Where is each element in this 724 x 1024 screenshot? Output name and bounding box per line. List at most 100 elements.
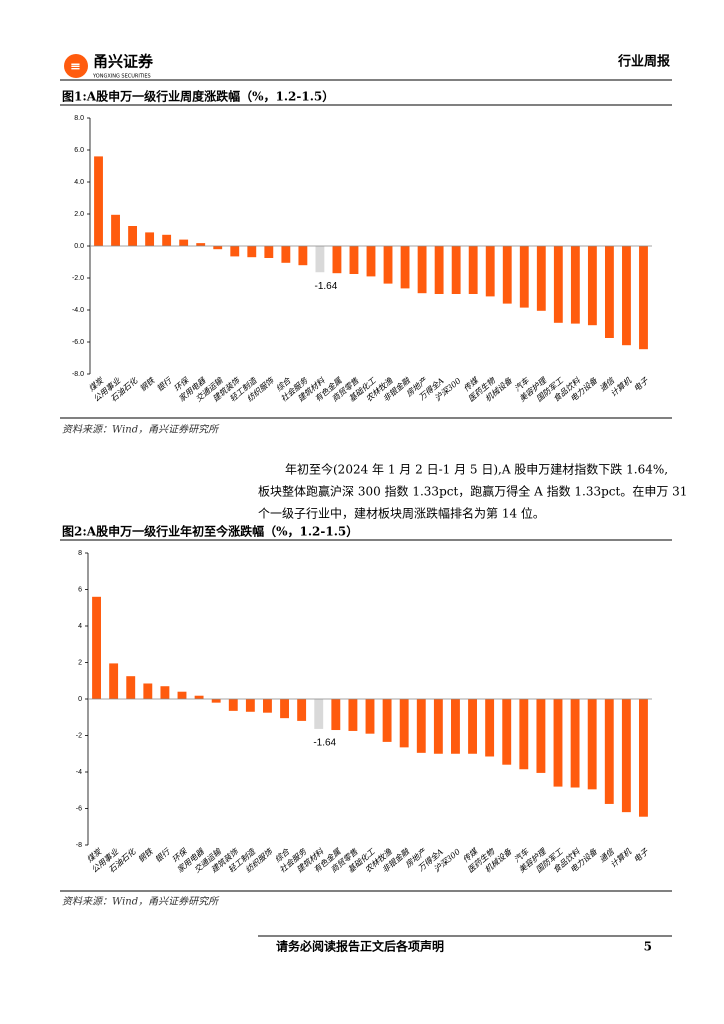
page-number: 5 [644,940,652,954]
report-type: 行业周报 [617,54,671,70]
bar [128,226,138,246]
bar [211,699,221,703]
y-tick-label: -2 [76,732,82,739]
bar [502,699,512,765]
bar [604,699,614,804]
figure-caption: 图1:A股申万一级行业周度涨跌幅（%，1.2-1.5） [62,89,334,104]
bar [314,699,324,729]
bar [366,246,376,277]
bar [331,699,341,731]
y-tick-label: 0.0 [74,243,84,250]
bar [247,246,257,258]
bar [519,699,529,770]
body-line: 年初至今(2024 年 1 月 2 日-1 月 5 日),A 股申万建材指数下跌… [285,462,668,477]
y-tick-label: 0 [78,696,82,703]
bar [365,699,375,734]
y-tick-label: -4 [76,769,82,776]
bar [433,699,443,754]
body-line: 板块整体跑赢沪深 300 指数 1.33pct，跑赢万得全 A 指数 1.33p… [258,484,687,499]
bar [228,699,238,711]
bar [639,246,648,350]
y-tick-label: -2.0 [72,275,84,282]
bar [417,246,427,294]
bar [297,699,307,721]
bar [145,232,155,246]
bar [502,246,512,304]
bar [536,699,546,773]
x-tick-label: 银行 [153,847,172,865]
bar [349,246,359,274]
y-tick-label: 6.0 [74,147,84,154]
body-line: 个一级子行业中，建材板块周涨跌幅排名为第 14 位。 [258,506,545,521]
bar [639,699,648,817]
bar [383,246,393,284]
data-label: -1.64 [315,281,338,292]
y-tick-label: -6 [76,805,82,812]
y-tick-label: -4.0 [72,307,84,314]
x-tick-label: 钢铁 [136,847,155,865]
x-tick-label: 电子 [632,376,651,394]
bar [109,663,119,699]
bar [468,246,478,294]
brand: 甬兴证券 [93,53,154,71]
y-tick-label: -6.0 [72,339,84,346]
bar [160,686,170,699]
bar [280,699,289,719]
x-tick-label: 计算机 [609,376,634,399]
y-tick-label: -8.0 [72,371,84,378]
bar [264,246,274,258]
bar [604,246,614,338]
bar [451,699,460,754]
bar [111,214,120,246]
bar [245,699,255,712]
bar [94,156,103,246]
bar [298,246,308,266]
y-tick-label: 4 [78,623,82,630]
bar [553,699,563,787]
y-tick-label: 8 [78,550,82,557]
x-tick-label: 钢铁 [138,376,157,394]
bar [468,699,477,754]
bar [194,695,204,699]
bar [621,699,631,813]
bar [434,246,444,294]
bar [587,246,597,326]
bar [570,699,580,788]
bar [143,683,153,699]
y-tick-label: 6 [78,586,82,593]
bar [485,699,495,757]
bar [348,699,358,731]
bar [553,246,563,323]
bar [126,676,136,699]
bar [399,699,409,748]
y-tick-label: -8 [76,842,82,849]
data-label: -1.64 [313,738,336,749]
y-tick-label: 2 [78,659,82,666]
bar [315,246,325,273]
bar [416,699,426,753]
bar [485,246,495,297]
bar [92,596,101,699]
source: 资料来源：Wind，甬兴证券研究所 [62,424,220,436]
x-tick-label: 银行 [155,376,174,394]
bar [213,246,223,250]
bar [536,246,546,311]
figure-caption: 图2:A股申万一级行业年初至今涨跌幅（%，1.2-1.5） [62,524,358,539]
logo-icon [64,54,88,78]
source: 资料来源：Wind，甬兴证券研究所 [62,896,220,908]
x-tick-label: 电子 [632,847,651,865]
bar [177,691,187,699]
y-tick-label: 4.0 [74,179,84,186]
bar [196,243,206,246]
bar [281,246,291,263]
bar [263,699,272,713]
bar [162,234,172,246]
bar [230,246,240,257]
bar [519,246,529,308]
bar [622,246,631,346]
bar [179,239,189,246]
disclaimer: 请务必阅读报告正文后各项声明 [276,939,444,954]
brand-en: YONGXING SECURITIES [92,74,151,80]
bar [451,246,461,294]
